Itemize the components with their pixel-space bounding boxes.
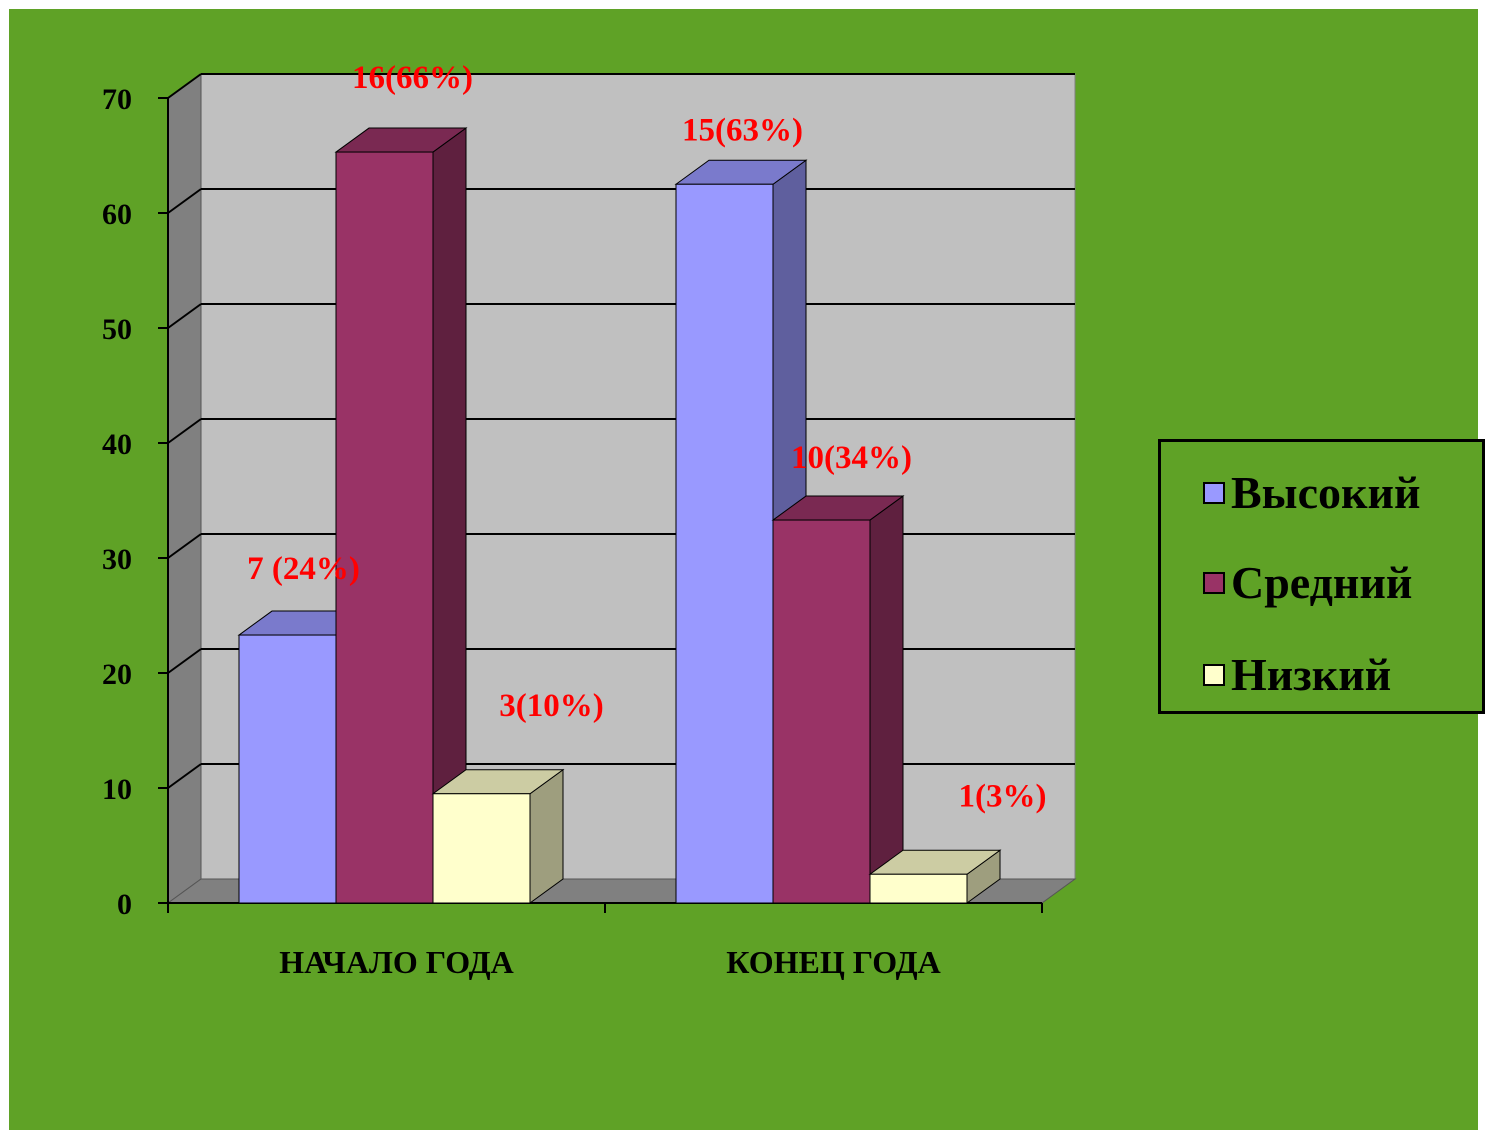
gridline-side bbox=[167, 188, 202, 214]
legend-swatch-nizkiy bbox=[1203, 664, 1225, 686]
bar bbox=[432, 793, 531, 904]
gridline-side bbox=[167, 533, 202, 559]
legend-swatch-sredniy bbox=[1203, 572, 1225, 594]
data-label: 7 (24%) bbox=[247, 551, 360, 587]
legend-label-nizkiy: Низкий bbox=[1231, 649, 1392, 700]
legend-item-vysokiy: Высокий bbox=[1203, 468, 1421, 518]
y-tick-label: 40 bbox=[102, 428, 132, 461]
gridline-side bbox=[167, 73, 202, 99]
gridline-side bbox=[167, 763, 202, 789]
chart-bars bbox=[237, 127, 1002, 904]
bar bbox=[869, 873, 968, 904]
y-tick-label: 50 bbox=[102, 313, 132, 346]
bar bbox=[238, 634, 337, 904]
bar-side bbox=[869, 495, 904, 904]
data-label: 16(66%) bbox=[352, 60, 473, 96]
gridline-side bbox=[167, 418, 202, 444]
legend-label-sredniy: Средний bbox=[1231, 557, 1413, 608]
legend-swatch-vysokiy bbox=[1203, 482, 1225, 504]
x-category-label: КОНЕЦ ГОДА bbox=[726, 944, 940, 980]
data-label: 10(34%) bbox=[791, 440, 912, 476]
y-tick-label: 10 bbox=[102, 773, 132, 806]
y-tick-label: 20 bbox=[102, 658, 132, 691]
data-label: 3(10%) bbox=[499, 688, 603, 724]
y-tick-label: 30 bbox=[102, 543, 132, 576]
data-label: 15(63%) bbox=[682, 112, 803, 148]
y-tick-label: 0 bbox=[117, 888, 132, 921]
chart-side-wall bbox=[167, 73, 202, 904]
legend-label-vysokiy: Высокий bbox=[1231, 467, 1421, 518]
y-tick-label: 70 bbox=[102, 83, 132, 116]
bar bbox=[675, 183, 774, 904]
legend-item-sredniy: Средний bbox=[1203, 558, 1412, 608]
gridline-side bbox=[167, 648, 202, 674]
chart-labels: 0 10 20 30 40 50 60 70 7 (24%) 16(66%) 3(10%) НАЧАЛ… bbox=[102, 60, 1046, 980]
data-label: 1(3%) bbox=[959, 778, 1047, 814]
bar bbox=[335, 151, 434, 904]
legend-item-nizkiy: Низкий bbox=[1203, 650, 1391, 700]
chart-legend: Высокий Средний Низкий bbox=[1158, 439, 1485, 714]
gridline-side bbox=[167, 303, 202, 329]
y-tick-label: 60 bbox=[102, 198, 132, 231]
x-category-label: НАЧАЛО ГОДА bbox=[279, 944, 513, 980]
bar bbox=[772, 519, 871, 904]
